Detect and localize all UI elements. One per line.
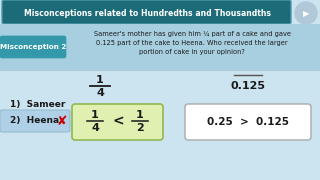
- Text: 1)  Sameer: 1) Sameer: [10, 100, 65, 109]
- Text: 4: 4: [96, 88, 104, 98]
- Text: Sameer's mother has given him ¼ part of a cake and gave
0.125 part of the cake t: Sameer's mother has given him ¼ part of …: [93, 31, 291, 55]
- Text: 4: 4: [91, 123, 99, 133]
- FancyBboxPatch shape: [185, 104, 311, 140]
- Circle shape: [295, 2, 317, 24]
- FancyBboxPatch shape: [0, 24, 320, 70]
- Text: 2)  Heena: 2) Heena: [10, 116, 59, 125]
- Text: 1: 1: [136, 110, 144, 120]
- Text: Misconceptions related to Hundredths and Thousandths: Misconceptions related to Hundredths and…: [25, 8, 271, 17]
- Text: ▶: ▶: [303, 10, 309, 19]
- FancyBboxPatch shape: [0, 110, 70, 132]
- FancyBboxPatch shape: [0, 36, 66, 58]
- FancyBboxPatch shape: [72, 104, 163, 140]
- Text: 1: 1: [91, 110, 99, 120]
- Text: 1: 1: [96, 75, 104, 85]
- Text: 2: 2: [136, 123, 144, 133]
- Text: 0.25  >  0.125: 0.25 > 0.125: [207, 117, 289, 127]
- Text: Misconception 2: Misconception 2: [0, 44, 66, 50]
- FancyBboxPatch shape: [2, 0, 291, 24]
- Text: <: <: [112, 114, 124, 128]
- Text: 0.125: 0.125: [230, 81, 266, 91]
- Text: ✘: ✘: [57, 114, 67, 127]
